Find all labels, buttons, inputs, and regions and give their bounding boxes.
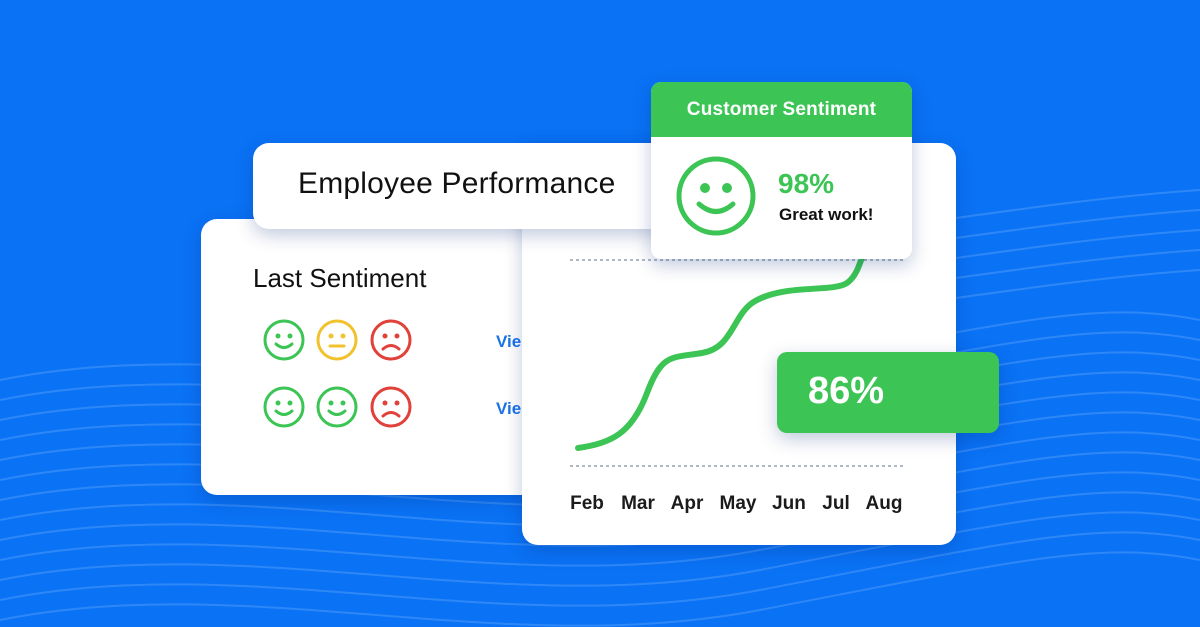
happy-face-icon: [676, 156, 756, 236]
last-sentiment-card: Last Sentiment Vie Vie: [201, 219, 561, 495]
month-label-apr: Apr: [670, 493, 704, 514]
customer-sentiment-message: Great work!: [779, 205, 874, 224]
month-label-feb: Feb: [570, 493, 604, 514]
last-sentiment-title: Last Sentiment: [253, 263, 427, 293]
month-label-jul: Jul: [822, 493, 850, 514]
customer-sentiment-percent: 98%: [778, 168, 835, 199]
score-badge-value: 86%: [808, 370, 885, 412]
month-label-jun: Jun: [772, 493, 806, 514]
neutral-face-icon: [316, 319, 358, 361]
month-label-aug: Aug: [865, 493, 903, 514]
sad-face-icon: [370, 386, 412, 428]
month-label-may: May: [719, 493, 757, 514]
view-link-row-2[interactable]: Vie: [496, 399, 522, 418]
customer-sentiment-title: Customer Sentiment: [651, 82, 912, 137]
page-title: Employee Performance: [298, 167, 616, 200]
happy-face-icon: [316, 386, 358, 428]
view-link-row-1[interactable]: Vie: [496, 332, 522, 351]
happy-face-icon: [263, 386, 305, 428]
employee-performance-header: Employee Performance: [253, 143, 673, 229]
performance-line-chart: [570, 240, 904, 467]
sad-face-icon: [370, 319, 412, 361]
month-label-mar: Mar: [621, 493, 655, 514]
happy-face-icon: [263, 319, 305, 361]
performance-line: [575, 240, 870, 451]
score-badge: 86%: [777, 352, 999, 433]
customer-sentiment-card: Customer Sentiment 98% Great work!: [651, 82, 912, 259]
